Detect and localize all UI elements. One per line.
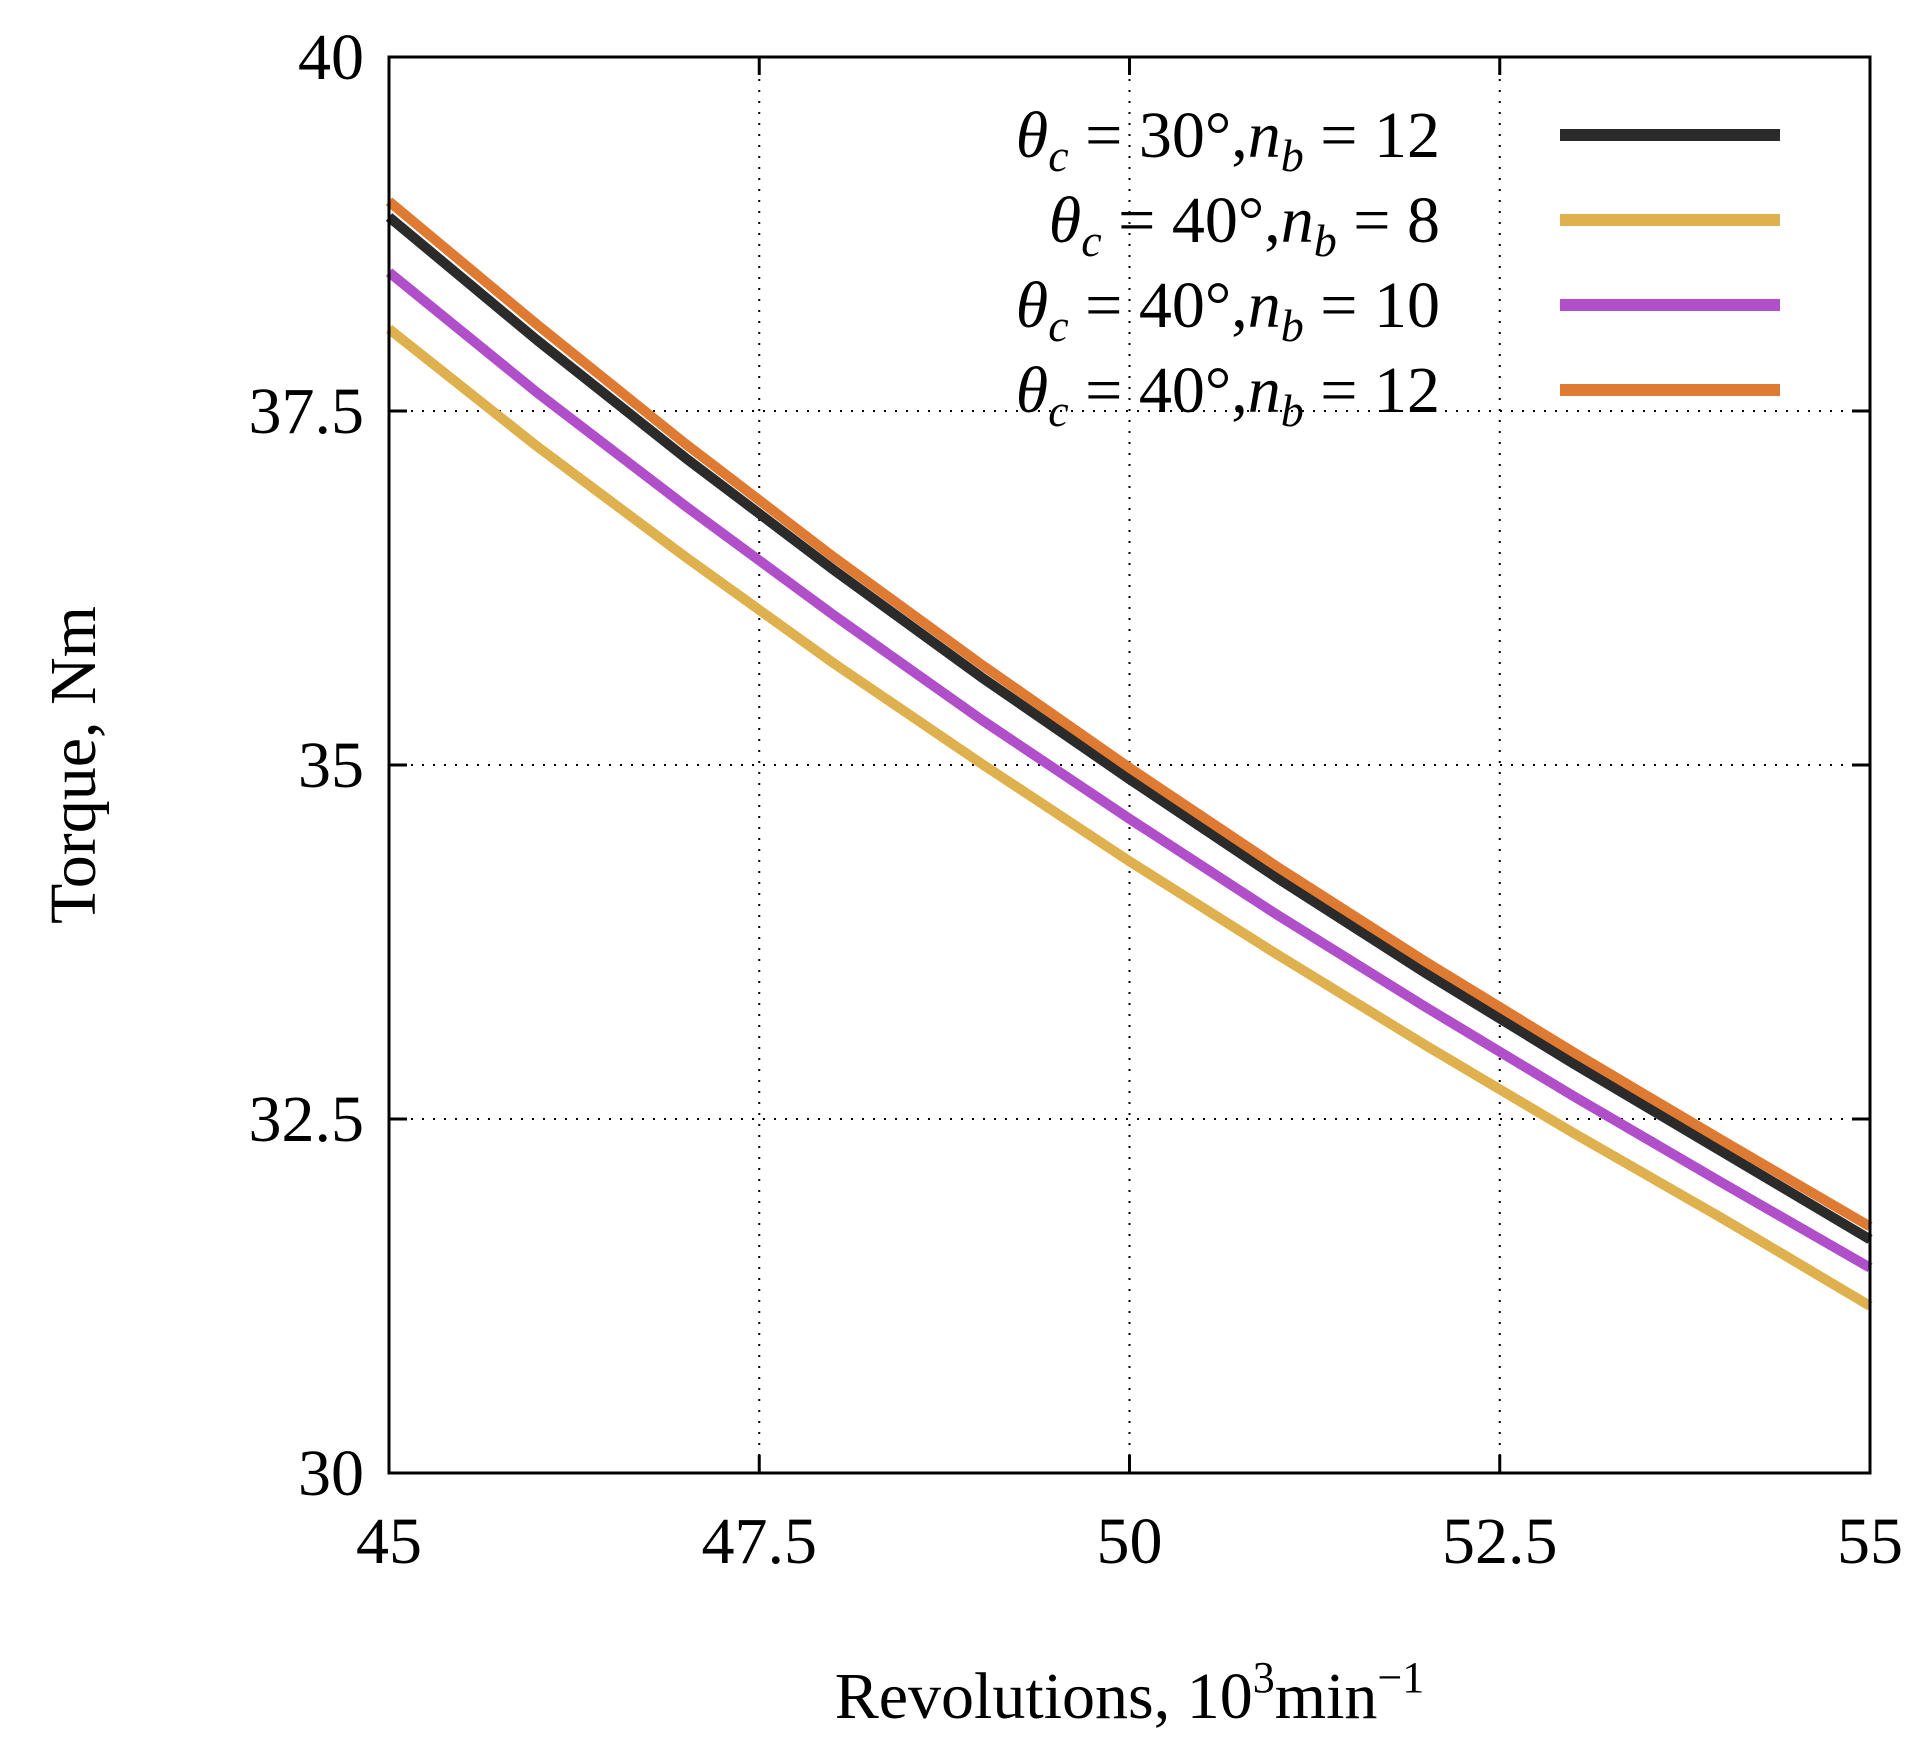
x-tick-label: 50 bbox=[1097, 1505, 1163, 1578]
y-tick-label: 35 bbox=[298, 729, 364, 802]
series-layer bbox=[385, 197, 1873, 1311]
x-axis-label: Revolutions, 103min−1 bbox=[835, 1653, 1425, 1733]
series-line-2 bbox=[385, 268, 1873, 1273]
y-tick-label: 32.5 bbox=[249, 1083, 365, 1156]
y-tick-label: 30 bbox=[298, 1437, 364, 1510]
x-tick-label: 52.5 bbox=[1442, 1505, 1558, 1578]
y-tick-label: 40 bbox=[298, 21, 364, 94]
series-line-3 bbox=[385, 197, 1873, 1231]
legend-entry-0: θc = 30°,nb = 12 bbox=[1016, 99, 1440, 181]
y-axis-label: Torque, Nm bbox=[37, 606, 110, 924]
x-tick-label: 55 bbox=[1837, 1505, 1903, 1578]
axis-ticks: 45 47.5 50 52.5 55 30 32.5 35 37.5 40 bbox=[249, 21, 1904, 1578]
series-line-0 bbox=[385, 213, 1873, 1244]
series-line-1 bbox=[385, 324, 1873, 1311]
x-tick-label: 47.5 bbox=[702, 1505, 818, 1578]
legend-entry-3: θc = 40°,nb = 12 bbox=[1016, 354, 1440, 436]
x-tick-label: 45 bbox=[356, 1505, 422, 1578]
legend-entry-1: θc = 40°,nb = 8 bbox=[1049, 184, 1440, 266]
legend-entry-2: θc = 40°,nb = 10 bbox=[1016, 269, 1440, 351]
y-tick-label: 37.5 bbox=[249, 375, 365, 448]
